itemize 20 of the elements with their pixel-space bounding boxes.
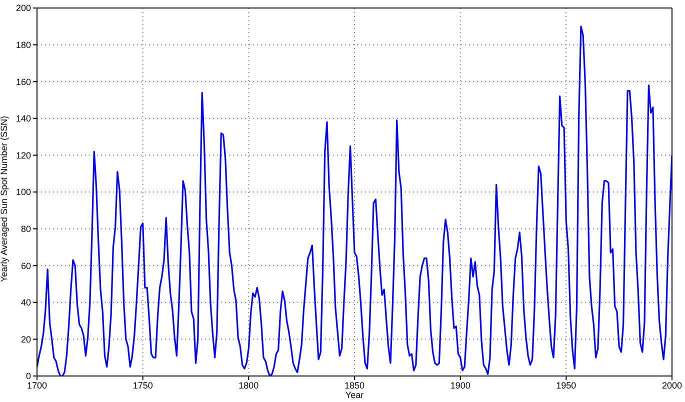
y-tick-label: 120 (16, 150, 31, 160)
y-tick-label: 160 (16, 76, 31, 87)
y-tick-label: 20 (20, 334, 31, 344)
y-tick-label: 180 (16, 40, 31, 50)
y-tick-label: 40 (20, 298, 31, 308)
x-tick-label: 1900 (450, 380, 470, 390)
y-tick-label: 0 (26, 371, 31, 382)
x-tick-label: 1700 (26, 380, 48, 390)
x-tick-label: 1850 (344, 380, 365, 390)
y-tick-label: 60 (20, 260, 31, 271)
y-tick-label: 100 (16, 187, 31, 198)
y-axis-title: Yearly Averaged Sun Spot Number (SSN) (0, 116, 10, 282)
x-tick-label: 1800 (238, 380, 259, 390)
y-tick-label: 140 (16, 114, 31, 124)
y-tick-label: 80 (20, 224, 31, 234)
y-tick-label: 200 (16, 3, 31, 14)
x-tick-label: 1950 (556, 380, 576, 390)
x-tick-label: 1750 (132, 380, 153, 390)
x-tick-label: 2000 (662, 380, 682, 390)
x-axis-title: Year (345, 390, 364, 400)
